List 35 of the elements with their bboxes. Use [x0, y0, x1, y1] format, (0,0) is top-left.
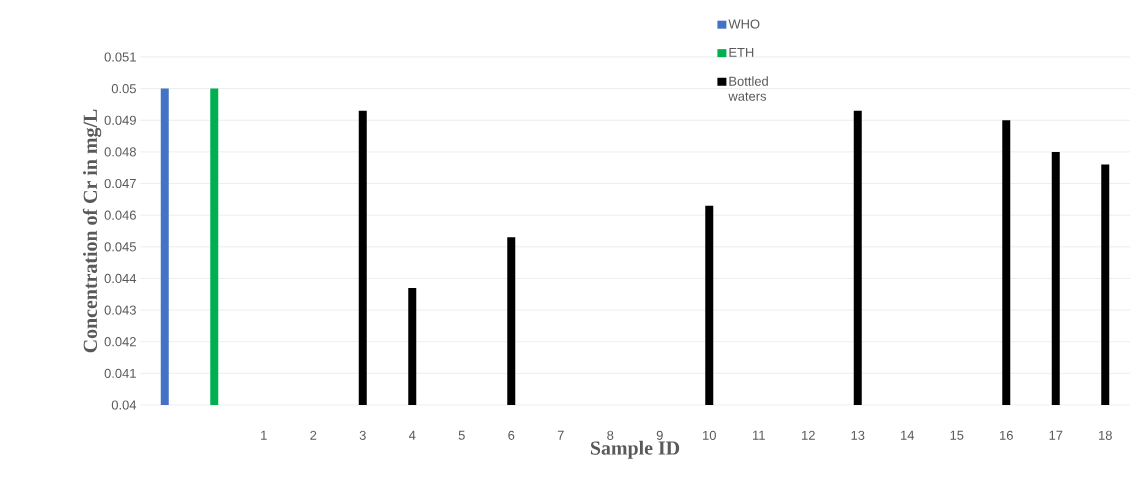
y-tick-label: 0.042 [104, 337, 136, 347]
x-tick-label: 11 [753, 430, 765, 440]
x-tick-label: 1 [261, 430, 267, 440]
y-axis-title: Concentration of Cr in mg/L [82, 109, 102, 353]
y-tick-label: 0.046 [104, 210, 136, 220]
x-tick-label: 6 [508, 430, 515, 440]
x-tick-label: 7 [557, 430, 564, 440]
legend-label: Bottled waters [728, 76, 768, 101]
x-tick-label: 9 [656, 430, 663, 440]
y-tick-label: 0.043 [104, 305, 136, 315]
x-tick-label: 2 [310, 430, 317, 440]
y-tick-label: 0.044 [104, 273, 137, 284]
x-tick-label: 13 [851, 430, 865, 440]
y-tick-label: 0.048 [104, 147, 136, 157]
x-tick-label: 3 [359, 430, 366, 440]
x-tick-label: 15 [950, 430, 964, 440]
y-tick-label: 0.04 [111, 400, 137, 410]
y-tick-label: 0.049 [104, 115, 136, 125]
y-tick-label: 0.047 [104, 178, 136, 189]
y-tick-label: 0.041 [104, 368, 136, 378]
x-tick-label: 18 [1099, 430, 1112, 440]
x-tick-label: 17 [1049, 430, 1063, 440]
y-tick-label: 0.05 [111, 84, 136, 94]
x-tick-label: 16 [1000, 430, 1013, 440]
x-tick-label: 12 [802, 430, 815, 440]
x-tick-label: 8 [607, 430, 614, 440]
y-tick-label: 0.045 [104, 242, 136, 252]
y-tick-label: 0.051 [104, 52, 136, 62]
x-axis-title: Sample ID [590, 440, 680, 459]
x-tick-label: 4 [408, 430, 416, 440]
x-tick-label: 10 [703, 430, 716, 440]
x-tick-label: 5 [458, 430, 465, 440]
x-tick-label: 14 [901, 430, 915, 440]
legend-label: ETH [729, 47, 754, 57]
legend-label: WHO [728, 19, 760, 29]
